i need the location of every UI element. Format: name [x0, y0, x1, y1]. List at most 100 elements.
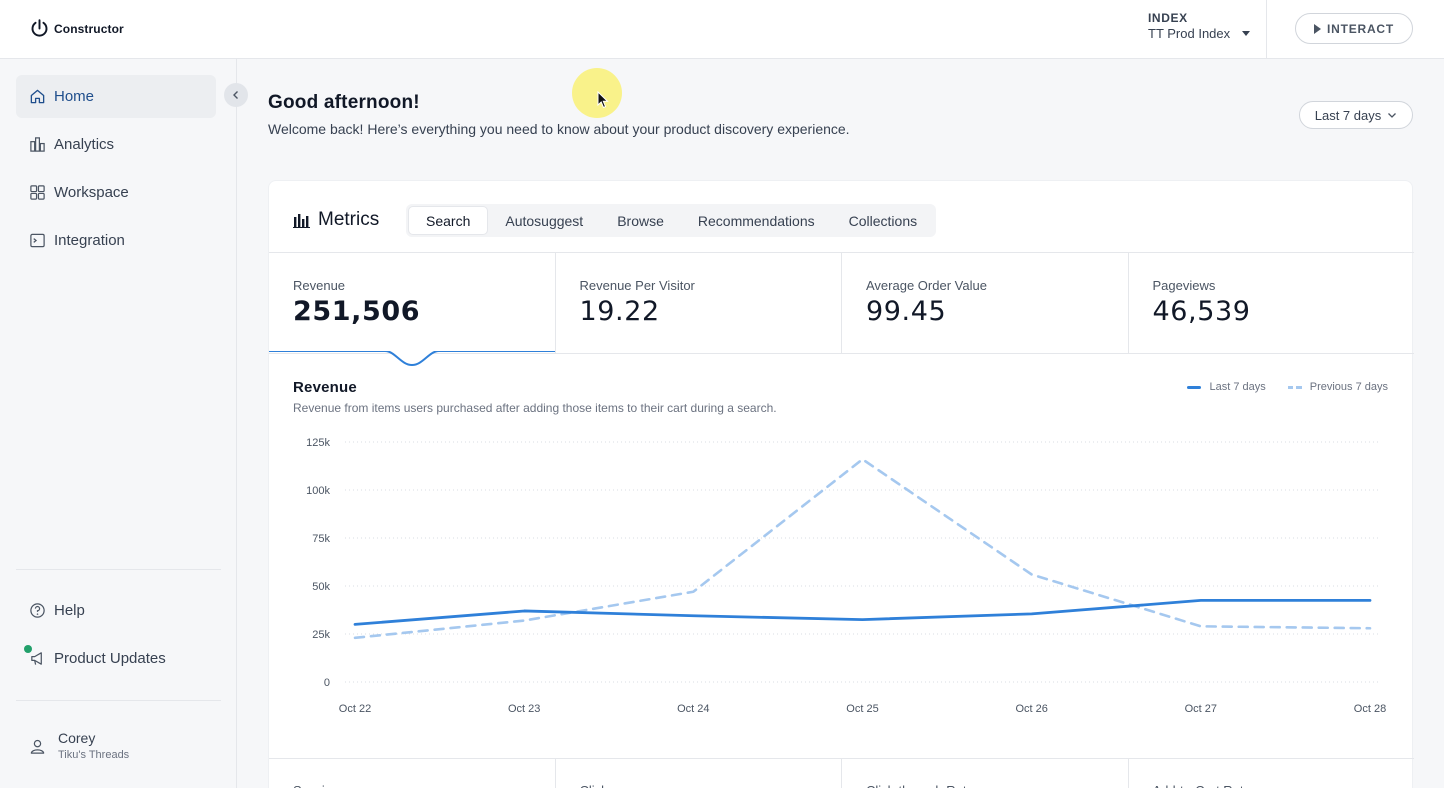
sidebar-item-label: Integration	[54, 232, 125, 249]
interact-label: INTERACT	[1326, 21, 1395, 36]
metrics-title-text: Metrics	[318, 209, 380, 230]
index-selector[interactable]: INDEX TT Prod Index	[1148, 11, 1251, 41]
kpi-value: 99.45	[866, 296, 947, 327]
sidebar-item-product-updates[interactable]: Product Updates	[16, 637, 216, 680]
kpi-label: Revenue	[293, 278, 346, 293]
header-divider	[1266, 0, 1267, 58]
sidebar-item-label: Analytics	[54, 136, 115, 153]
date-range-select[interactable]: Last 7 days	[1299, 101, 1413, 129]
y-tick-label: 0	[324, 677, 330, 689]
y-tick-label: 125k	[306, 437, 330, 449]
date-range-value: Last 7 days	[1314, 107, 1382, 123]
user-name: Corey	[58, 730, 96, 746]
kpi-revenue-per-visitor[interactable]: Revenue Per Visitor 19.22	[554, 253, 842, 353]
metrics-title: Metrics	[293, 209, 379, 231]
sidebar-item-label: Home	[54, 88, 95, 105]
bar-chart-icon	[293, 213, 310, 228]
chart-title: Revenue	[293, 379, 357, 396]
kpi-clicks[interactable]: Clicks	[554, 759, 842, 788]
megaphone-icon	[31, 652, 42, 665]
card-divider	[269, 252, 1414, 253]
index-value: TT Prod Index	[1148, 26, 1231, 41]
legend-item-previous: Previous 7 days	[1287, 381, 1388, 393]
x-tick-label: Oct 25	[846, 703, 878, 715]
kpi-revenue[interactable]: Revenue 251,506	[269, 253, 556, 367]
y-tick-label: 25k	[312, 629, 330, 641]
chevron-down-icon	[1388, 113, 1397, 118]
sidebar-item-home[interactable]: Home	[16, 75, 216, 118]
kpi-label: Revenue Per Visitor	[579, 278, 695, 293]
tab-search[interactable]: Search	[408, 206, 489, 235]
sidebar-item-help[interactable]: Help	[16, 589, 216, 632]
sidebar-item-label: Help	[54, 602, 85, 619]
tab-recommendations[interactable]: Recommendations	[697, 212, 815, 229]
y-tick-label: 50k	[312, 581, 330, 593]
revenue-line-chart: 0 25k 50k 75k 100k 125k Oct 22 Oct 23 Oct 24 Oct …	[306, 437, 1386, 715]
brand-logo[interactable]: Constructor	[29, 18, 124, 39]
legend-label: Last 7 days	[1209, 381, 1266, 393]
sidebar-item-label: Workspace	[54, 184, 129, 201]
kpi-click-through-rate[interactable]: Click-through Rate	[841, 759, 1128, 788]
legend-item-current: Last 7 days	[1187, 381, 1266, 393]
chevron-left-icon	[233, 91, 238, 99]
user-icon	[30, 739, 45, 754]
notification-dot	[24, 645, 32, 653]
workspace-icon	[30, 185, 45, 200]
sidebar-divider	[16, 700, 221, 701]
x-tick-label: Oct 23	[508, 703, 540, 715]
kpi-sessions[interactable]: Sessions	[269, 759, 555, 788]
collapse-sidebar-button[interactable]	[224, 83, 248, 107]
power-logo-icon	[31, 19, 48, 37]
x-tick-label: Oct 24	[677, 703, 709, 715]
bottom-kpi-row: Sessions Clicks Click-through Rate Add-t…	[269, 759, 1414, 788]
x-tick-label: Oct 22	[339, 703, 371, 715]
home-icon	[30, 89, 45, 104]
kpi-add-to-cart-rate[interactable]: Add-to-Cart Rate	[1127, 759, 1415, 788]
legend-label: Previous 7 days	[1309, 381, 1388, 393]
kpi-label: Average Order Value	[866, 278, 987, 293]
kpi-average-order-value[interactable]: Average Order Value 99.45	[841, 253, 1128, 353]
series-line-previous	[353, 457, 1372, 640]
cursor-highlight	[572, 68, 622, 118]
sidebar-divider	[16, 569, 221, 570]
kpi-value: 19.22	[579, 296, 660, 327]
metrics-card: Metrics Search Autosuggest Browse Recomm…	[268, 180, 1415, 788]
active-kpi-indicator	[269, 351, 556, 367]
bottom-divider	[269, 758, 1414, 759]
welcome-text: Welcome back! Here’s everything you need…	[268, 121, 850, 137]
index-label: INDEX	[1148, 11, 1188, 25]
caret-down-icon	[1242, 31, 1251, 36]
kpi-value: 251,506	[293, 296, 421, 327]
kpi-row: Revenue 251,506 Revenue Per Visitor 19.2…	[269, 253, 1415, 367]
sidebar: Home Analytics Workspace Integration Hel…	[0, 59, 248, 788]
chart-description: Revenue from items users purchased after…	[293, 401, 777, 415]
legend-swatch-solid	[1187, 385, 1202, 389]
interact-button[interactable]: INTERACT	[1295, 13, 1413, 44]
kpi-value: 46,539	[1152, 296, 1251, 327]
integration-icon	[30, 233, 45, 248]
top-bar: Constructor INDEX TT Prod Index INTERACT	[0, 0, 1444, 59]
tab-autosuggest[interactable]: Autosuggest	[505, 212, 584, 229]
chart-legend: Last 7 days Previous 7 days	[1187, 381, 1388, 393]
user-profile[interactable]: Corey Tiku's Threads	[29, 730, 129, 761]
greeting-heading: Good afternoon!	[268, 92, 420, 113]
metrics-tabs: Search Autosuggest Browse Recommendation…	[406, 204, 937, 237]
y-tick-label: 100k	[306, 485, 330, 497]
x-tick-label: Oct 26	[1015, 703, 1047, 715]
sidebar-item-workspace[interactable]: Workspace	[16, 171, 216, 214]
sidebar-item-integration[interactable]: Integration	[16, 219, 216, 262]
sidebar-item-label: Product Updates	[54, 650, 166, 667]
y-tick-label: 75k	[312, 533, 330, 545]
kpi-pageviews[interactable]: Pageviews 46,539	[1127, 253, 1415, 353]
play-icon	[1313, 23, 1321, 34]
sidebar-item-analytics[interactable]: Analytics	[16, 123, 216, 166]
legend-swatch-dashed	[1287, 385, 1302, 389]
help-icon	[30, 603, 45, 618]
brand-name: Constructor	[54, 21, 124, 36]
tab-collections[interactable]: Collections	[848, 212, 918, 229]
tab-browse[interactable]: Browse	[617, 212, 664, 229]
mouse-cursor-icon	[597, 91, 609, 109]
analytics-icon	[30, 137, 45, 152]
x-tick-label: Oct 28	[1354, 703, 1386, 715]
user-org: Tiku's Threads	[58, 749, 130, 761]
